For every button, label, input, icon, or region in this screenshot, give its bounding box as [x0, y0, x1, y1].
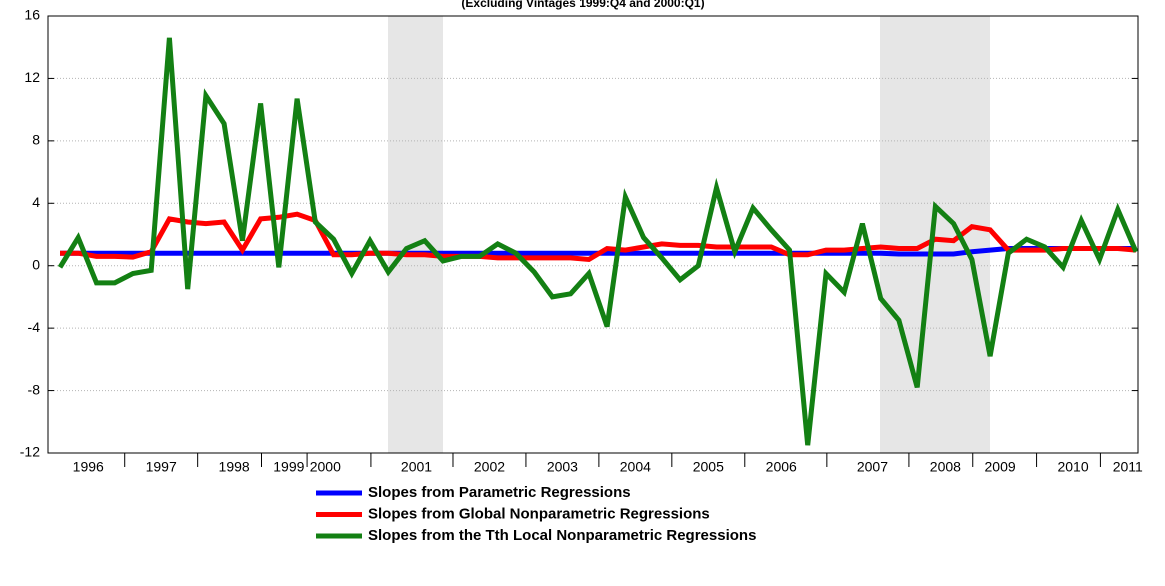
y-tick-label: 12 — [24, 69, 40, 85]
x-tick-label: 2009 — [985, 459, 1016, 475]
axes: -12 -8 -4 0 4 8 12 16 1996 1997 1998 1999 2000 2001 20… — [20, 7, 1143, 475]
lines — [57, 37, 1139, 446]
plot-frame — [47, 15, 1139, 454]
legend: Slopes from Parametric Regressions Slopes… — [316, 484, 756, 544]
series-line — [60, 211, 1137, 263]
chart-title: (Excluding Vintages 1999:Q4 and 2000:Q1) — [461, 0, 704, 10]
series-line — [57, 37, 1139, 446]
x-tick-label: 2001 — [401, 459, 432, 475]
x-tick-label: 1999 — [273, 459, 304, 475]
x-tick-label: 2008 — [930, 459, 961, 475]
x-tick-label: 2002 — [474, 459, 505, 475]
x-tick-label: 2011 — [1113, 459, 1143, 475]
x-tick-label: 1998 — [219, 459, 250, 475]
y-tick-label: 16 — [24, 7, 40, 23]
x-tick-label: 2000 — [310, 459, 341, 475]
x-tick-label: 2003 — [547, 459, 578, 475]
y-tick-label: 8 — [32, 132, 40, 148]
x-tick-label: 1996 — [73, 459, 104, 475]
legend-label: Slopes from the Tth Local Nonparametric … — [368, 527, 756, 544]
shaded-period — [388, 16, 443, 453]
x-tick-label: 2004 — [620, 459, 651, 475]
x-tick-label: 2006 — [766, 459, 797, 475]
y-tick-label: -8 — [28, 381, 41, 397]
y-tick-label: 0 — [32, 256, 40, 272]
y-tick-label: 4 — [32, 194, 40, 210]
y-tick-label: -12 — [20, 444, 40, 460]
y-tick-label: -4 — [28, 319, 41, 335]
x-tick-label: 1997 — [146, 459, 177, 475]
x-tick-label: 2007 — [857, 459, 888, 475]
legend-label: Slopes from Global Nonparametric Regress… — [368, 505, 710, 522]
x-tick-label: 2005 — [693, 459, 724, 475]
x-tick-label: 2010 — [1057, 459, 1088, 475]
legend-label: Slopes from Parametric Regressions — [368, 484, 631, 501]
